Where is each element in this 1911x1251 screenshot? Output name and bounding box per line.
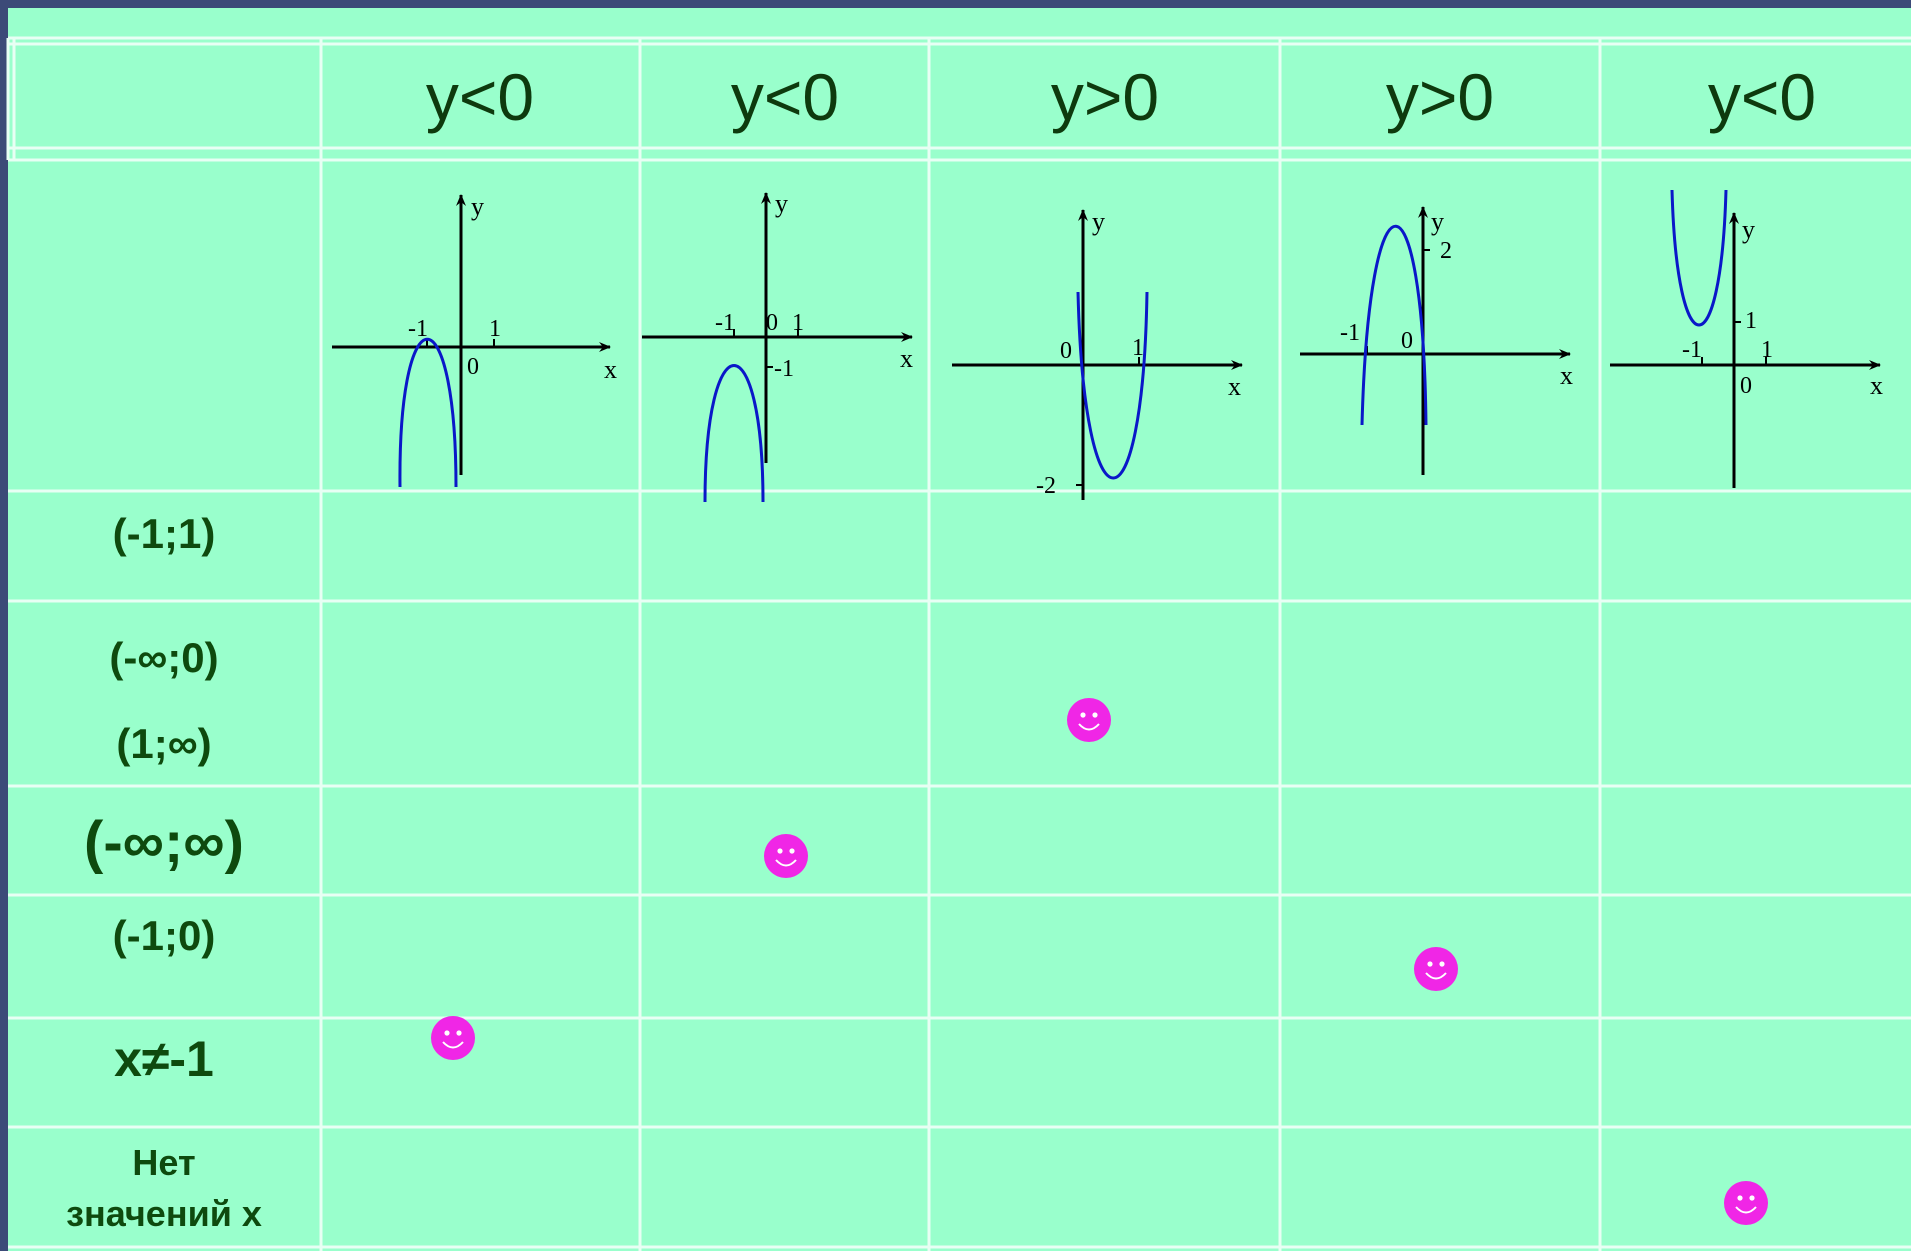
graph-1-label-x: x — [604, 355, 617, 384]
graph-1-label-y: y — [471, 192, 484, 221]
graph-5: y x -1 1 0 1 — [1610, 189, 1883, 488]
header-col-4: y>0 — [1386, 60, 1494, 134]
graph-3-label-x: x — [1228, 372, 1241, 401]
graph-1-parabola — [398, 337, 458, 488]
row-label-x-not-minus1: x≠-1 — [114, 1031, 214, 1087]
graph-5-parabola — [1670, 189, 1728, 327]
graph-4: y x -1 0 2 — [1300, 206, 1573, 475]
smiley-face-icon — [1066, 697, 1112, 743]
graph-5-tick-y-1: 1 — [1745, 308, 1757, 334]
header-col-1: y<0 — [426, 60, 534, 134]
graph-5-tick-1: 1 — [1761, 337, 1773, 363]
graph-4-tick-2: 2 — [1440, 238, 1452, 264]
header-col-5: y<0 — [1708, 60, 1816, 134]
graph-3: y x 0 1 -2 — [952, 207, 1243, 500]
graph-5-label-x: x — [1870, 371, 1883, 400]
graph-2-parabola — [703, 364, 765, 503]
graph-4-tick-minus1: -1 — [1340, 320, 1360, 346]
smiley-face-icon — [1723, 1180, 1769, 1226]
header-col-3: y>0 — [1051, 60, 1159, 134]
smiley-face-icon — [763, 833, 809, 879]
graph-3-label-y: y — [1092, 207, 1105, 236]
graph-4-label-y: y — [1431, 207, 1444, 236]
graph-2-label-y: y — [775, 189, 788, 218]
graph-3-tick-minus2: -2 — [1036, 473, 1056, 499]
graph-1: y x -1 1 0 — [332, 192, 617, 488]
graph-5-origin: 0 — [1740, 373, 1752, 399]
graph-2-origin: 0 — [766, 310, 778, 336]
graph-3-parabola — [1076, 291, 1149, 480]
graph-5-tick-minus1: -1 — [1682, 337, 1702, 363]
smiley-face-icon — [1413, 946, 1459, 992]
graph-1-tick-minus1: -1 — [408, 316, 428, 342]
graph-2-tick-y-minus1: -1 — [774, 356, 794, 382]
graph-4-label-x: x — [1560, 361, 1573, 390]
graph-1-tick-1: 1 — [489, 316, 501, 342]
table-grid — [6, 36, 1911, 1251]
header-col-2: y<0 — [731, 60, 839, 134]
graph-5-label-y: y — [1742, 215, 1755, 244]
row-label-interval-minus1-0: (-1;0) — [113, 912, 216, 959]
graph-2-tick-1: 1 — [792, 310, 804, 336]
graph-2: y x -1 0 1 -1 — [642, 189, 913, 503]
graph-4-parabola — [1360, 225, 1428, 426]
smiley-face-icon — [430, 1015, 476, 1061]
table-background — [8, 8, 1911, 1251]
row-label-no-values: Нет — [132, 1142, 195, 1183]
row-label-no-values-line2: значений x — [66, 1193, 262, 1234]
row-label-all-reals: (-∞;∞) — [84, 810, 244, 875]
graph-4-origin: 0 — [1401, 328, 1413, 354]
graph-3-origin: 0 — [1060, 338, 1072, 364]
row-label-interval-minus1-1: (-1;1) — [113, 510, 216, 557]
row-label-interval-minusinf-0: (-∞;0) — [109, 634, 218, 681]
graph-1-origin: 0 — [467, 354, 479, 380]
graph-2-tick-minus1: -1 — [715, 310, 735, 336]
row-label-interval-1-inf: (1;∞) — [116, 720, 211, 767]
graph-3-tick-1: 1 — [1132, 335, 1144, 361]
graph-2-label-x: x — [900, 344, 913, 373]
